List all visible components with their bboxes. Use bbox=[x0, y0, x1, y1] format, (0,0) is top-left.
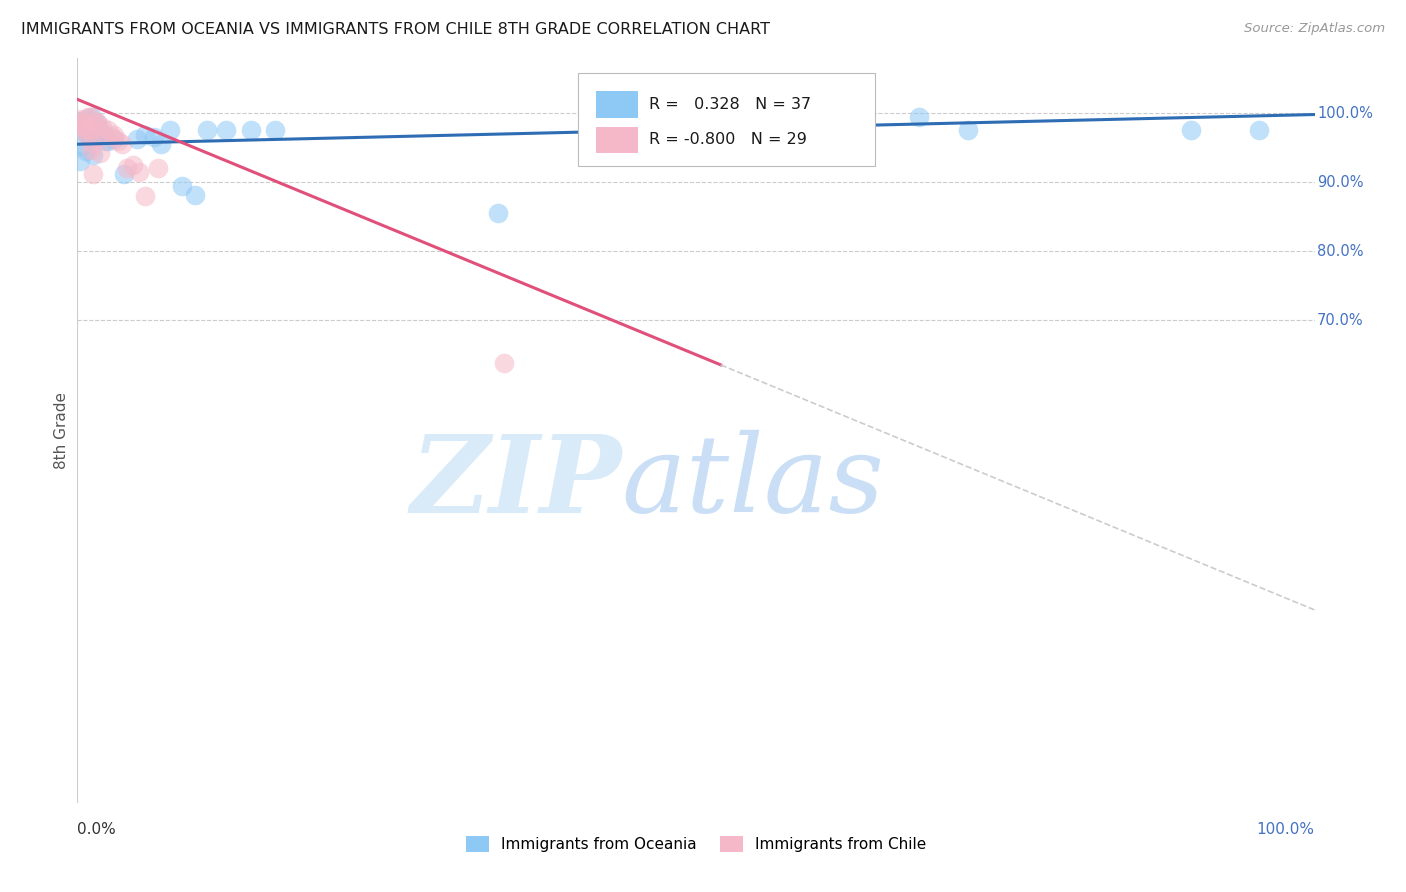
Point bbox=[184, 187, 207, 202]
Point bbox=[486, 206, 509, 220]
Point bbox=[159, 123, 181, 137]
Point bbox=[72, 119, 94, 133]
Text: 90.0%: 90.0% bbox=[1317, 175, 1364, 190]
Point bbox=[79, 123, 101, 137]
Point bbox=[75, 123, 97, 137]
Point bbox=[69, 154, 91, 169]
Point bbox=[86, 115, 108, 129]
FancyBboxPatch shape bbox=[596, 127, 638, 153]
Point bbox=[70, 116, 93, 130]
Point bbox=[79, 110, 101, 124]
Y-axis label: 8th Grade: 8th Grade bbox=[53, 392, 69, 469]
Legend: Immigrants from Oceania, Immigrants from Chile: Immigrants from Oceania, Immigrants from… bbox=[460, 830, 932, 858]
Text: 80.0%: 80.0% bbox=[1317, 244, 1364, 259]
Point bbox=[91, 120, 114, 134]
Point bbox=[1247, 123, 1270, 137]
Point bbox=[907, 110, 929, 124]
Point bbox=[146, 161, 169, 176]
Text: 100.0%: 100.0% bbox=[1317, 105, 1374, 120]
Point bbox=[107, 134, 129, 148]
Point bbox=[103, 131, 125, 145]
Point bbox=[122, 158, 145, 172]
Point bbox=[239, 123, 262, 137]
Text: atlas: atlas bbox=[621, 430, 884, 535]
Text: Source: ZipAtlas.com: Source: ZipAtlas.com bbox=[1244, 22, 1385, 36]
Text: 100.0%: 100.0% bbox=[1257, 822, 1315, 837]
Point bbox=[76, 128, 98, 143]
FancyBboxPatch shape bbox=[596, 92, 638, 119]
Point bbox=[82, 136, 104, 150]
Point bbox=[77, 128, 100, 143]
Point bbox=[83, 125, 105, 139]
Point bbox=[91, 128, 114, 143]
Text: R =   0.328   N = 37: R = 0.328 N = 37 bbox=[650, 97, 811, 112]
Point bbox=[69, 112, 91, 126]
Point bbox=[73, 122, 96, 136]
Point bbox=[72, 115, 94, 129]
Point bbox=[82, 167, 104, 181]
Point bbox=[89, 123, 111, 137]
Text: R = -0.800   N = 29: R = -0.800 N = 29 bbox=[650, 132, 807, 147]
Point bbox=[97, 123, 120, 137]
Point bbox=[215, 123, 238, 137]
Point bbox=[80, 130, 103, 145]
Point bbox=[75, 144, 97, 158]
Point bbox=[264, 123, 287, 137]
Text: ZIP: ZIP bbox=[411, 430, 621, 535]
Point bbox=[73, 125, 96, 139]
Point bbox=[93, 134, 115, 148]
Point bbox=[134, 128, 156, 143]
Point bbox=[76, 112, 98, 126]
Point bbox=[143, 130, 166, 145]
Point bbox=[82, 110, 104, 124]
Point bbox=[101, 130, 124, 145]
Point bbox=[84, 128, 107, 143]
Point bbox=[80, 143, 103, 157]
Point bbox=[128, 165, 150, 179]
Point bbox=[83, 123, 105, 137]
Point bbox=[125, 131, 148, 145]
Point bbox=[70, 114, 93, 128]
Point bbox=[77, 110, 100, 124]
Point bbox=[86, 116, 108, 130]
Text: 0.0%: 0.0% bbox=[77, 822, 117, 837]
Text: 70.0%: 70.0% bbox=[1317, 312, 1364, 327]
Point bbox=[172, 178, 194, 193]
Point bbox=[72, 139, 94, 153]
Point bbox=[97, 134, 120, 148]
Point bbox=[84, 116, 107, 130]
Point bbox=[957, 123, 980, 137]
Point bbox=[111, 137, 134, 152]
Point bbox=[112, 167, 135, 181]
Point bbox=[93, 128, 115, 143]
Point bbox=[134, 189, 156, 203]
Point bbox=[82, 147, 104, 161]
Point bbox=[89, 146, 111, 161]
Text: IMMIGRANTS FROM OCEANIA VS IMMIGRANTS FROM CHILE 8TH GRADE CORRELATION CHART: IMMIGRANTS FROM OCEANIA VS IMMIGRANTS FR… bbox=[21, 22, 770, 37]
Point bbox=[1180, 123, 1202, 137]
Point bbox=[494, 356, 516, 370]
Point bbox=[103, 128, 125, 143]
Point bbox=[115, 161, 138, 176]
Point bbox=[150, 137, 173, 152]
Point bbox=[72, 116, 94, 130]
FancyBboxPatch shape bbox=[578, 73, 876, 166]
Point bbox=[195, 123, 218, 137]
